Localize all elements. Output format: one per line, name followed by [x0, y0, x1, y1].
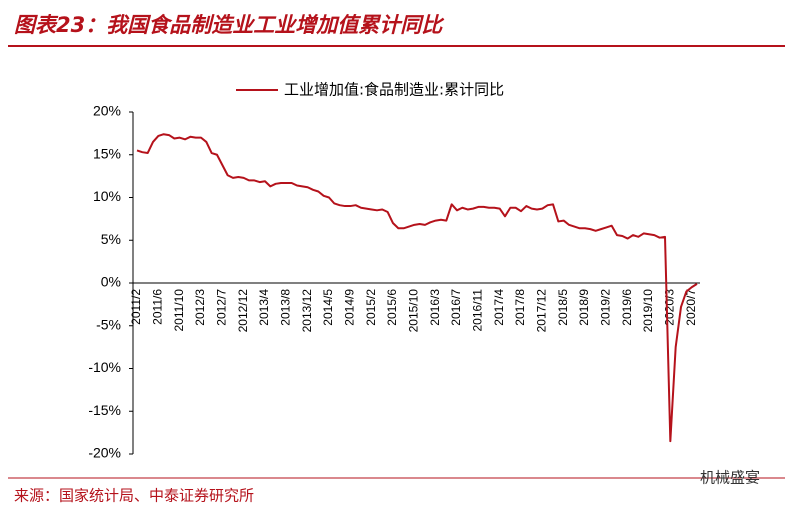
- series-line: [136, 133, 698, 443]
- x-tick-label: 2013/8: [279, 289, 293, 326]
- x-tick-label: 2020/3: [663, 289, 677, 326]
- watermark: 机械盛宴: [700, 469, 760, 487]
- y-tick-label: 20%: [93, 103, 121, 119]
- y-tick-label: -10%: [88, 359, 121, 375]
- x-tick-label: 2016/7: [449, 289, 463, 326]
- x-tick-label: 2016/11: [471, 289, 485, 332]
- x-tick-label: 2014/5: [321, 289, 335, 326]
- x-tick-label: 2014/9: [343, 289, 357, 326]
- y-tick-label: -20%: [88, 445, 121, 461]
- y-tick-label: -15%: [88, 402, 121, 418]
- x-tick-label: 2011/2: [129, 289, 143, 325]
- x-tick-label: 2012/7: [215, 289, 229, 326]
- x-tick-label: 2012/3: [193, 289, 207, 326]
- x-tick-label: 2015/6: [385, 289, 399, 326]
- x-tick-label: 2016/3: [428, 289, 442, 326]
- x-tick-label: 2020/7: [684, 289, 698, 326]
- x-tick-label: 2012/12: [236, 289, 250, 333]
- x-tick-label: 2019/6: [620, 289, 634, 326]
- x-tick-label: 2017/8: [513, 289, 527, 326]
- x-tick-label: 2013/4: [257, 289, 271, 326]
- source-note: 来源：国家统计局、中泰证券研究所: [14, 487, 254, 505]
- y-tick-label: 5%: [101, 231, 121, 247]
- x-tick-label: 2011/6: [151, 289, 165, 325]
- y-tick-label: 15%: [93, 145, 121, 161]
- y-tick-label: -5%: [96, 316, 121, 332]
- x-tick-label: 2015/2: [364, 289, 378, 326]
- y-tick-label: 10%: [93, 188, 121, 204]
- x-tick-label: 2011/10: [172, 289, 186, 332]
- legend-label: 工业增加值:食品制造业:累计同比: [284, 81, 504, 99]
- x-tick-label: 2015/10: [407, 289, 421, 333]
- y-tick-label: 0%: [101, 274, 121, 290]
- x-tick-label: 2019/10: [641, 289, 655, 333]
- x-tick-label: 2018/5: [556, 289, 570, 326]
- x-tick-label: 2018/9: [577, 289, 591, 326]
- x-tick-label: 2017/12: [535, 289, 549, 333]
- x-tick-label: 2013/12: [300, 289, 314, 333]
- x-tick-label: 2017/4: [492, 289, 506, 326]
- chart-title: 图表23：我国食品制造业工业增加值累计同比: [14, 13, 445, 37]
- x-tick-label: 2019/2: [599, 289, 613, 326]
